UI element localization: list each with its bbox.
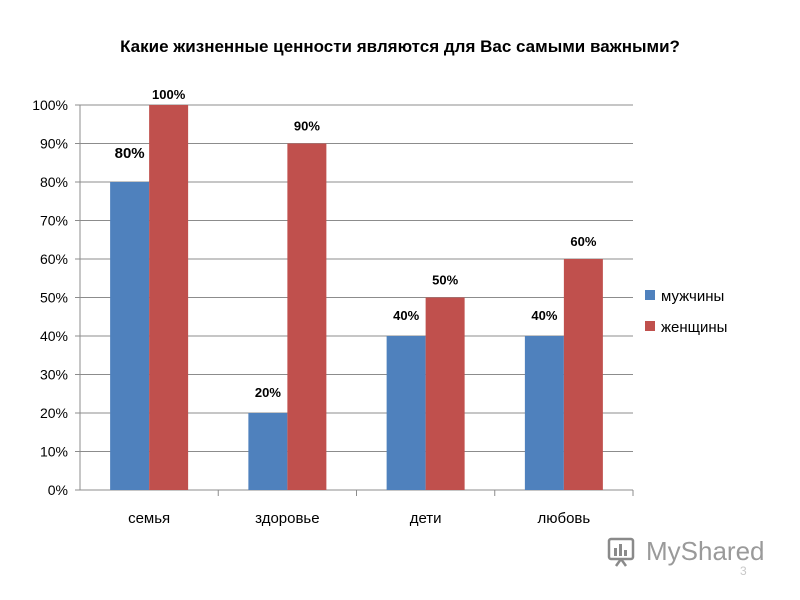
bars — [110, 105, 603, 490]
bar-мужчины-дети — [386, 336, 426, 490]
data-label: 20% — [255, 385, 281, 400]
page-number: 3 — [740, 564, 747, 578]
legend-label: мужчины — [661, 288, 724, 305]
data-labels: 80% 100% 20% 90% 40% 50% 40% 60% — [115, 87, 597, 400]
y-tick-label: 60% — [40, 251, 68, 267]
bar-женщины-любовь — [563, 259, 603, 490]
bar-женщины-семья — [149, 105, 189, 490]
data-label: 40% — [393, 308, 419, 323]
y-tick-label: 100% — [32, 97, 68, 113]
data-label: 60% — [570, 234, 596, 249]
bar-женщины-здоровье — [287, 143, 327, 490]
legend-swatch — [645, 321, 655, 331]
y-tick-label: 80% — [40, 174, 68, 190]
y-tick-label: 10% — [40, 444, 68, 460]
chart-title: Какие жизненные ценности являются для Ва… — [120, 37, 680, 56]
myshared-logo-icon — [607, 537, 635, 567]
legend-swatch — [645, 290, 655, 300]
watermark-text: MyShared — [646, 535, 765, 566]
data-label: 100% — [152, 87, 186, 102]
legend: мужчины женщины — [645, 288, 727, 336]
x-tick-label: здоровье — [255, 510, 319, 527]
x-tick-label: дети — [410, 510, 442, 527]
y-tick-label: 90% — [40, 136, 68, 152]
data-label: 50% — [432, 273, 458, 288]
data-label: 40% — [531, 308, 557, 323]
data-label: 90% — [294, 119, 320, 134]
y-tick-label: 50% — [40, 290, 68, 306]
bar-мужчины-любовь — [524, 336, 564, 490]
legend-label: женщины — [661, 319, 727, 336]
y-tick-label: 0% — [48, 482, 68, 498]
x-tick-label: любовь — [538, 510, 591, 527]
y-tick-label: 20% — [40, 405, 68, 421]
bar-мужчины-семья — [110, 182, 150, 490]
data-label: 80% — [115, 145, 145, 162]
y-tick-label: 70% — [40, 213, 68, 229]
bar-женщины-дети — [425, 297, 465, 490]
x-tick-label: семья — [128, 510, 170, 527]
y-tick-label: 40% — [40, 328, 68, 344]
y-tick-label: 30% — [40, 367, 68, 383]
bar-мужчины-здоровье — [248, 413, 288, 490]
axes: 0% 10% 20% 30% 40% 50% 60% 70% 80% 90% 100% семья зд… — [32, 97, 634, 527]
myshared-watermark: MyShared — [606, 534, 765, 568]
